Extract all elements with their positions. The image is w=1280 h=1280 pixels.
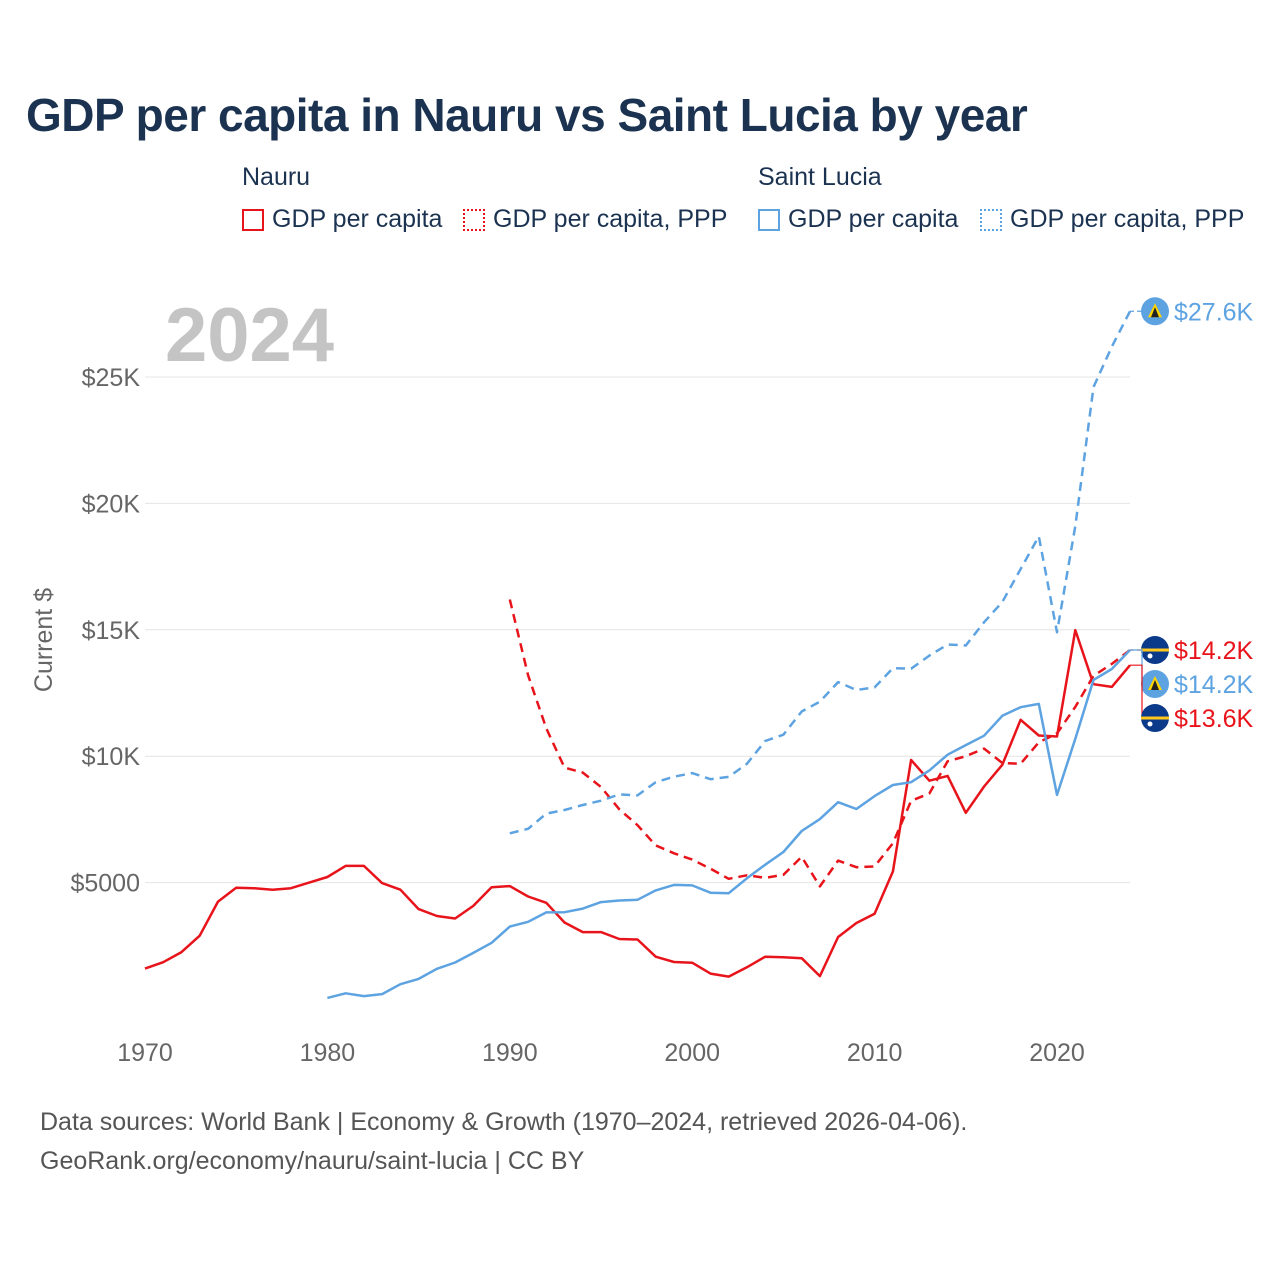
legend-swatch-solid-icon bbox=[758, 208, 780, 231]
flag-nauru-stripe-icon bbox=[1141, 648, 1169, 652]
legend-title-nauru: Nauru bbox=[242, 163, 311, 191]
y-tick-label: $20K bbox=[82, 490, 141, 518]
legend-item-nauru-gdp[interactable]: GDP per capita bbox=[242, 205, 442, 234]
x-tick-label: 1980 bbox=[300, 1039, 356, 1067]
flag-saint-lucia-inner-icon bbox=[1151, 307, 1159, 318]
y-tick-label: $25K bbox=[82, 364, 141, 392]
x-tick-label: 2000 bbox=[664, 1039, 720, 1067]
credit-link[interactable]: GeoRank.org/economy/nauru/saint-lucia | … bbox=[40, 1147, 585, 1175]
legend-label: GDP per capita bbox=[272, 205, 443, 233]
legend-title-saint-lucia: Saint Lucia bbox=[758, 163, 882, 191]
legend-item-nauru-ppp[interactable]: GDP per capita, PPP bbox=[463, 205, 727, 234]
legend-swatch-dotted-icon bbox=[463, 208, 485, 231]
end-value-label: $27.6K bbox=[1174, 298, 1254, 326]
legend-swatch-dotted-icon bbox=[980, 208, 1002, 231]
end-value-label: $14.2K bbox=[1174, 671, 1254, 699]
y-axis-label: Current $ bbox=[30, 588, 58, 692]
legend-item-saint-lucia-gdp[interactable]: GDP per capita bbox=[758, 205, 958, 234]
legend-swatch-solid-icon bbox=[242, 208, 264, 231]
series-line-nauru-ppp bbox=[508, 599, 1131, 888]
end-value-label: $13.6K bbox=[1174, 705, 1254, 733]
y-tick-label: $5000 bbox=[70, 870, 140, 898]
legend-label: GDP per capita, PPP bbox=[1010, 205, 1245, 233]
flag-nauru-star-icon bbox=[1147, 721, 1153, 727]
flag-nauru-star-icon bbox=[1147, 653, 1153, 659]
legend-item-saint-lucia-ppp[interactable]: GDP per capita, PPP bbox=[980, 205, 1244, 234]
chart-title: GDP per capita in Nauru vs Saint Lucia b… bbox=[26, 89, 1028, 141]
flag-nauru-stripe-icon bbox=[1141, 716, 1169, 720]
series-line-saint_lucia-gdp bbox=[327, 649, 1131, 1000]
series-line-saint_lucia-ppp bbox=[509, 310, 1132, 835]
x-tick-label: 2010 bbox=[847, 1039, 903, 1067]
year-watermark: 2024 bbox=[165, 293, 335, 378]
flag-saint-lucia-inner-icon bbox=[1151, 680, 1159, 691]
y-tick-label: $15K bbox=[82, 617, 141, 645]
legend-label: GDP per capita bbox=[788, 205, 959, 233]
legend-label: GDP per capita, PPP bbox=[493, 205, 728, 233]
data-source-note: Data sources: World Bank | Economy & Gro… bbox=[40, 1108, 968, 1136]
x-tick-label: 2020 bbox=[1029, 1039, 1085, 1067]
end-value-label: $14.2K bbox=[1174, 637, 1254, 665]
y-tick-label: $10K bbox=[82, 743, 141, 771]
x-tick-label: 1970 bbox=[117, 1039, 173, 1067]
x-tick-label: 1990 bbox=[482, 1039, 538, 1067]
series-line-nauru-gdp bbox=[144, 628, 1131, 978]
